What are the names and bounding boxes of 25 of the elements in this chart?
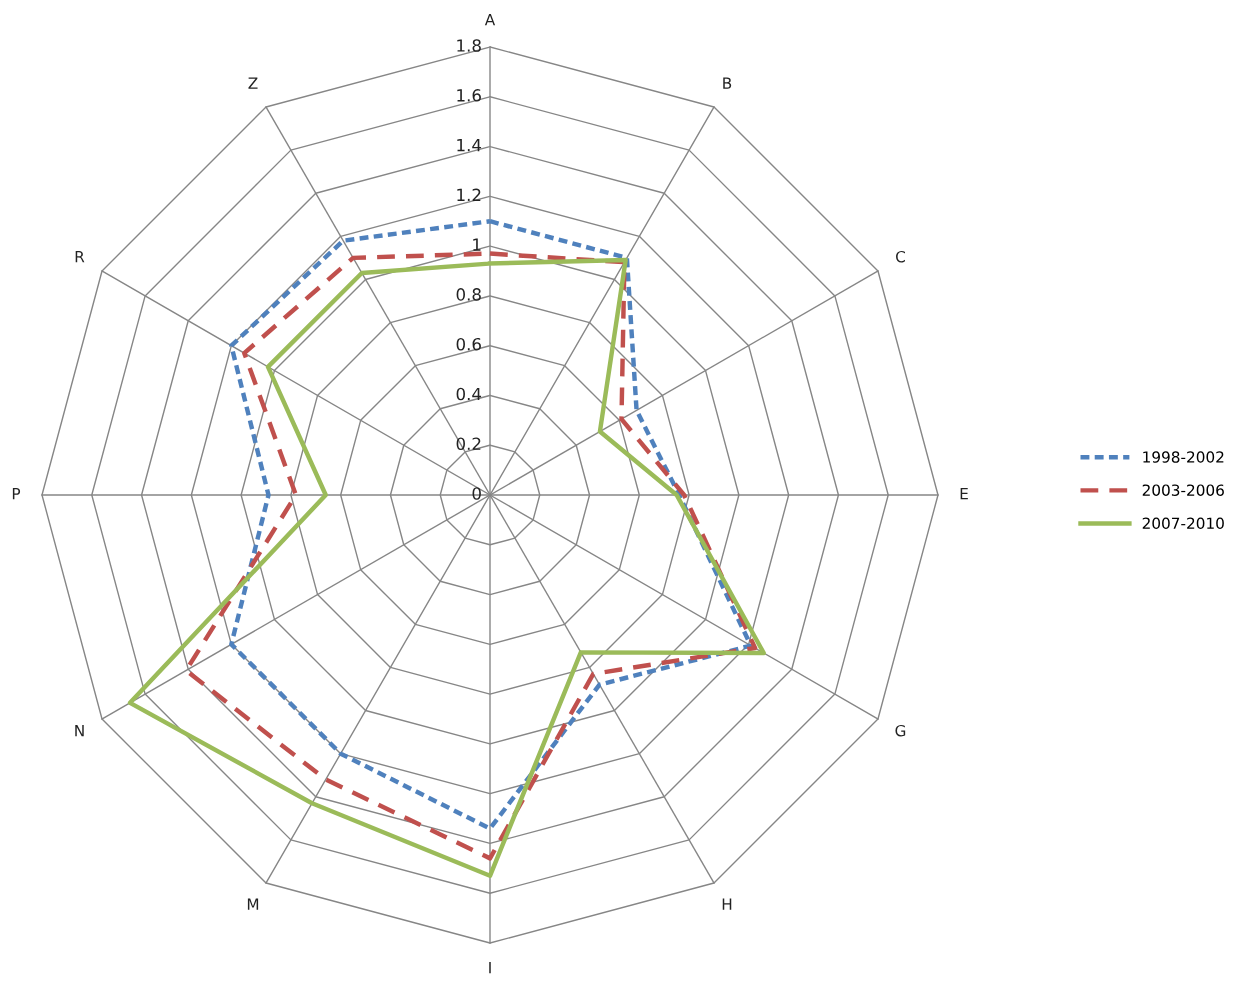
y-tick-label: 0.4 [456,387,482,401]
spoke-label: B [723,77,732,89]
spoke-label: A [484,14,496,26]
spoke-label: M [247,898,259,910]
spoke-label: Z [248,77,258,89]
y-tick-label: 1.8 [457,39,481,52]
spoke-label: P [12,488,21,500]
y-tick-label: 1.6 [457,89,481,102]
y-tick-label: 0 [472,487,481,500]
legend-label: 2003-2006 [1142,484,1224,496]
spoke-label: C [896,250,905,263]
legend-label: 2007-2010 [1142,517,1224,530]
y-tick-label: 1.2 [457,188,481,201]
y-tick-label: 0.8 [456,288,481,301]
y-tick-label: 1.4 [457,139,482,152]
spoke-label: G [895,724,906,737]
spoke-label: H [722,898,732,910]
spoke-label: R [75,251,85,263]
spoke-label: E [960,488,968,500]
y-tick-label: 1 [473,238,481,251]
y-tick-label: 0.2 [456,437,481,451]
spoke-label: I [489,962,491,974]
legend-label: 1998-2002 [1143,451,1224,463]
spoke-label: N [75,725,84,737]
y-tick-label: 0.6 [456,337,481,351]
